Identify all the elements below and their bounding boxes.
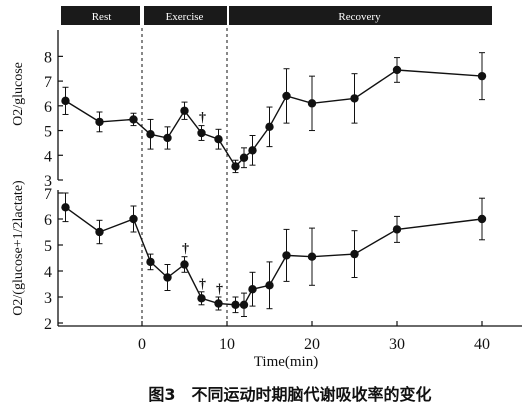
x-tick-label: 0 [138, 336, 146, 353]
top-data-point [163, 133, 172, 143]
bottom-data-point [231, 300, 240, 309]
top-y-tick-label: 7 [44, 74, 52, 91]
bottom-data-point [129, 214, 138, 224]
bottom-data-point [180, 260, 189, 269]
phase-segment [61, 6, 140, 25]
bottom-significance-marker: † [199, 277, 206, 292]
top-data-point [392, 65, 402, 75]
top-y-tick-label: 5 [44, 124, 52, 141]
bottom-data-point [477, 214, 487, 224]
bottom-y-tick-label: 6 [44, 212, 52, 229]
top-significance-marker: † [199, 111, 206, 126]
top-y-tick-label: 8 [44, 49, 52, 66]
top-data-point [282, 91, 291, 101]
top-data-point [477, 71, 487, 81]
bottom-data-point [248, 285, 257, 294]
figure-caption: 图3 不同运动时期脑代谢吸收率的变化 [148, 385, 431, 404]
x-axis-label: Time(min) [254, 354, 318, 370]
bottom-data-point [214, 299, 223, 308]
top-data-point [350, 94, 359, 103]
top-data-point [307, 99, 317, 108]
bottom-data-point [350, 249, 359, 259]
top-data-point [95, 117, 104, 127]
bottom-data-point [163, 273, 172, 282]
bottom-y-tick-label: 4 [44, 264, 52, 281]
top-y-tick-label: 3 [44, 173, 52, 190]
top-data-point [214, 135, 223, 144]
top-data-point [197, 128, 206, 138]
top-y-axis-label: O2/glucose [11, 62, 26, 126]
bottom-data-point [95, 227, 104, 237]
phase-label: Recovery [338, 11, 381, 23]
bottom-y-tick-label: 7 [44, 186, 52, 203]
x-tick-label: 20 [304, 336, 320, 353]
bottom-significance-marker: † [216, 282, 223, 297]
bottom-data-point [307, 252, 317, 261]
bottom-significance-marker: † [182, 242, 189, 257]
top-data-point [180, 106, 189, 115]
x-tick-label: 30 [389, 336, 405, 353]
top-series-line [65, 69, 483, 168]
top-data-point [248, 146, 257, 155]
top-y-tick-label: 6 [44, 99, 52, 116]
top-panel: 3 4 5 6 7 8 † [44, 49, 487, 190]
phase-bar: Rest Exercise Recovery [61, 6, 492, 25]
top-data-point [231, 162, 240, 171]
bottom-data-point [282, 251, 291, 260]
bottom-y-tick-label: 2 [44, 316, 52, 333]
bottom-data-point [265, 281, 274, 290]
bottom-data-point [146, 257, 155, 267]
bottom-data-point [392, 225, 402, 234]
bottom-y-axis-label: O2/(glucose+1/2lactate) [11, 180, 26, 316]
top-data-point [239, 153, 249, 162]
top-data-point [265, 122, 274, 132]
bottom-series-line [65, 206, 483, 306]
bottom-data-point [239, 300, 249, 309]
x-tick-label: 40 [474, 336, 490, 353]
bottom-y-tick-label: 5 [44, 238, 52, 255]
bottom-panel: 2 3 4 5 6 7 † † † 0 10 20 30 40 [44, 186, 490, 353]
plot-frame [57, 28, 522, 327]
x-tick-label: 10 [219, 336, 235, 353]
top-data-point [146, 130, 155, 139]
phase-segment [144, 6, 227, 25]
phase-segment [229, 6, 492, 25]
phase-label: Rest [92, 11, 112, 23]
phase-label: Exercise [166, 11, 204, 23]
bottom-data-point [197, 294, 206, 303]
top-data-point [61, 96, 70, 106]
bottom-y-tick-label: 3 [44, 290, 52, 307]
bottom-data-point [61, 203, 70, 212]
top-data-point [129, 115, 138, 124]
top-y-tick-label: 4 [44, 148, 52, 165]
